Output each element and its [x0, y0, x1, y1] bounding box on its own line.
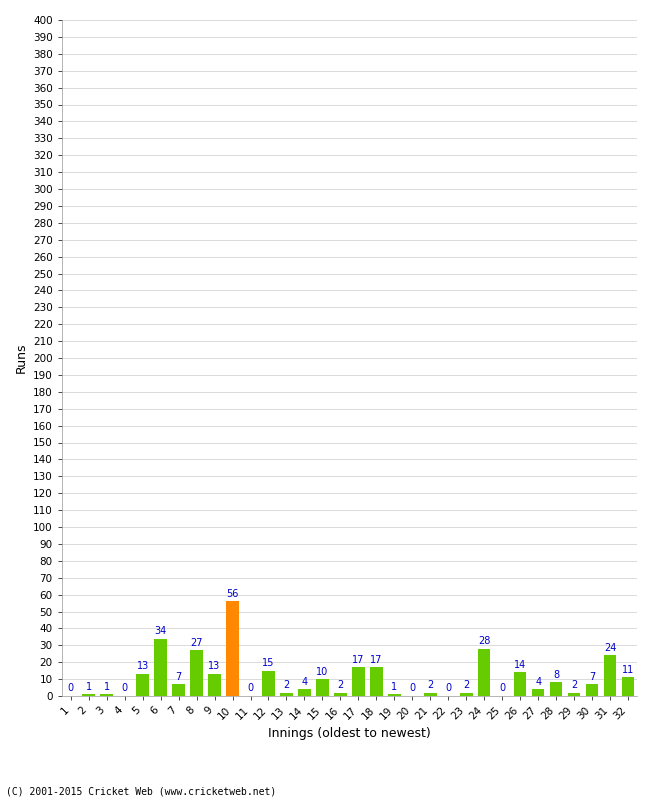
Text: 0: 0 [248, 683, 254, 694]
Bar [136, 674, 149, 696]
Text: 0: 0 [410, 683, 415, 694]
Bar [621, 678, 634, 696]
Bar [334, 693, 346, 696]
Bar [316, 679, 329, 696]
Bar [83, 694, 95, 696]
Text: 28: 28 [478, 636, 490, 646]
Text: 2: 2 [337, 680, 343, 690]
Text: 14: 14 [514, 660, 526, 670]
Text: 7: 7 [176, 672, 182, 682]
Text: 1: 1 [86, 682, 92, 692]
Text: 7: 7 [589, 672, 595, 682]
Text: 13: 13 [209, 662, 221, 671]
Bar [190, 650, 203, 696]
Text: 0: 0 [68, 683, 74, 694]
Text: 0: 0 [499, 683, 505, 694]
Text: (C) 2001-2015 Cricket Web (www.cricketweb.net): (C) 2001-2015 Cricket Web (www.cricketwe… [6, 786, 277, 796]
Bar [478, 649, 491, 696]
Text: 15: 15 [263, 658, 275, 668]
Bar [298, 690, 311, 696]
Text: 2: 2 [463, 680, 469, 690]
Text: 0: 0 [122, 683, 128, 694]
Y-axis label: Runs: Runs [14, 342, 27, 374]
Text: 34: 34 [155, 626, 167, 636]
Bar [532, 690, 545, 696]
Bar [568, 693, 580, 696]
X-axis label: Innings (oldest to newest): Innings (oldest to newest) [268, 727, 431, 740]
Bar [100, 694, 113, 696]
Bar [262, 670, 275, 696]
Text: 8: 8 [553, 670, 559, 680]
Text: 13: 13 [136, 662, 149, 671]
Bar [604, 655, 616, 696]
Bar [280, 693, 292, 696]
Bar [226, 602, 239, 696]
Bar [172, 684, 185, 696]
Text: 0: 0 [445, 683, 451, 694]
Text: 17: 17 [352, 654, 365, 665]
Text: 17: 17 [370, 654, 383, 665]
Bar [550, 682, 562, 696]
Bar [586, 684, 599, 696]
Text: 2: 2 [571, 680, 577, 690]
Text: 1: 1 [391, 682, 397, 692]
Bar [370, 667, 383, 696]
Text: 56: 56 [226, 589, 239, 599]
Text: 1: 1 [103, 682, 110, 692]
Text: 4: 4 [535, 677, 541, 686]
Bar [424, 693, 437, 696]
Text: 11: 11 [622, 665, 634, 675]
Text: 2: 2 [283, 680, 290, 690]
Bar [352, 667, 365, 696]
Text: 2: 2 [427, 680, 434, 690]
Text: 10: 10 [317, 666, 328, 677]
Bar [154, 638, 167, 696]
Text: 24: 24 [604, 643, 616, 653]
Bar [514, 672, 526, 696]
Text: 4: 4 [302, 677, 307, 686]
Text: 27: 27 [190, 638, 203, 648]
Bar [208, 674, 221, 696]
Bar [460, 693, 473, 696]
Bar [388, 694, 400, 696]
